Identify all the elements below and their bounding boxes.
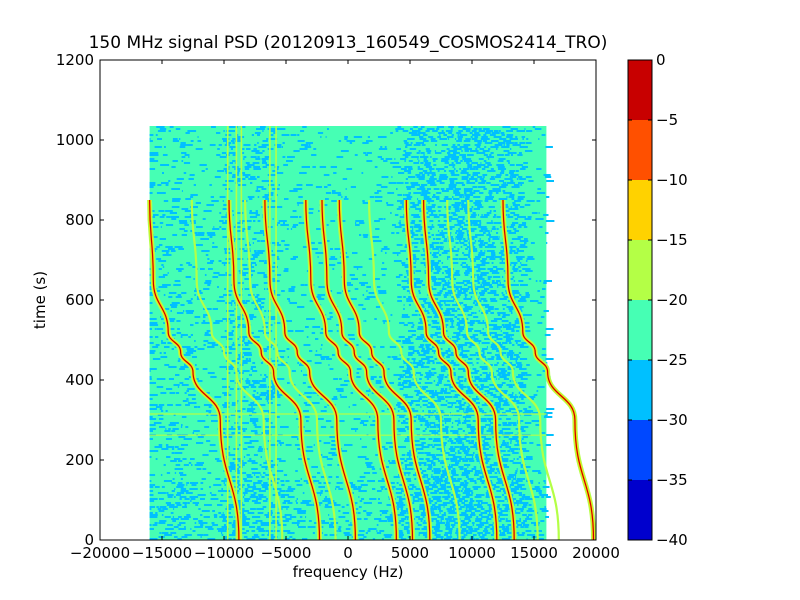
y-axis: 0 200 400 600 800 1000 1200 — [56, 51, 596, 549]
colorbar-band-3 — [628, 300, 652, 360]
colorbar-label-1: −35 — [656, 471, 688, 489]
colorbar-band-2 — [628, 360, 652, 420]
y-tick-label-0: 0 — [84, 531, 94, 549]
colorbar-label-0: −40 — [656, 531, 688, 549]
x-tick-label-2: −10000 — [194, 544, 254, 562]
track-5 — [336, 199, 433, 540]
colorbar: −40 −35 −30 −25 −20 −15 −10 −5 0 — [627, 51, 688, 549]
x-tick-label-5: 5000 — [391, 544, 429, 562]
y-tick-label-2: 400 — [65, 371, 94, 389]
x-tick-label-7: 15000 — [510, 544, 558, 562]
track-1 — [226, 199, 322, 540]
x-tick-label-1: −15000 — [132, 544, 192, 562]
colorbar-band-4 — [628, 240, 652, 300]
track-3 — [303, 199, 399, 540]
x-tick-label-3: −5000 — [261, 544, 312, 562]
track-7 — [421, 199, 517, 540]
track-0 — [147, 199, 242, 540]
x-tick-label-0: −20000 — [70, 544, 130, 562]
data-layer — [147, 126, 596, 540]
y-tick-label-4: 800 — [65, 211, 94, 229]
track-9 — [190, 199, 284, 540]
y-tick-label-1: 200 — [65, 451, 94, 469]
x-axis: −20000 −15000 −10000 −5000 0 5000 10000 15000 20… — [70, 60, 620, 562]
track-6 — [403, 199, 500, 540]
colorbar-label-3: −25 — [656, 351, 688, 369]
colorbar-label-2: −30 — [656, 411, 688, 429]
track-8 — [500, 199, 596, 540]
track-12 — [446, 199, 539, 540]
colorbar-band-1 — [628, 420, 652, 480]
colorbar-label-6: −10 — [656, 171, 688, 189]
track-4 — [319, 199, 415, 540]
colorbar-band-7 — [628, 60, 652, 120]
x-tick-label-4: 0 — [343, 544, 353, 562]
track-11 — [368, 199, 461, 540]
colorbar-label-5: −15 — [656, 231, 688, 249]
track-10 — [244, 199, 337, 540]
y-axis-label: time (s) — [31, 271, 49, 329]
y-tick-label-5: 1000 — [56, 131, 94, 149]
track-13 — [467, 199, 560, 540]
colorbar-label-4: −20 — [656, 291, 688, 309]
x-tick-label-6: 10000 — [448, 544, 496, 562]
x-axis-label: frequency (Hz) — [293, 563, 404, 581]
chart-title: 150 MHz signal PSD (20120913_160549_COSM… — [89, 33, 608, 53]
track-2 — [262, 199, 358, 540]
x-tick-label-8: 20000 — [572, 544, 620, 562]
colorbar-band-0 — [628, 480, 652, 540]
colorbar-band-5 — [628, 180, 652, 240]
colorbar-band-6 — [628, 120, 652, 180]
colorbar-label-8: 0 — [656, 51, 666, 69]
y-tick-label-3: 600 — [65, 291, 94, 309]
y-tick-label-6: 1200 — [56, 51, 94, 69]
colorbar-label-7: −5 — [656, 111, 678, 129]
